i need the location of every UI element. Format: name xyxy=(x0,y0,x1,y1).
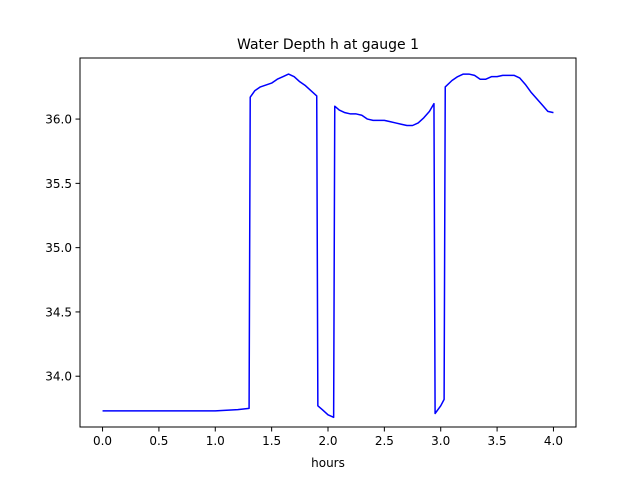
x-tick-label: 0.5 xyxy=(149,434,168,448)
x-tick-label: 2.0 xyxy=(318,434,337,448)
x-tick-label: 4.0 xyxy=(544,434,563,448)
axes: 0.0 0.5 1.0 1.5 2.0 2.5 3.0 3.5 4.0 34.0 34.5 35.0 3… xyxy=(45,57,577,448)
chart-title: Water Depth h at gauge 1 xyxy=(237,37,419,53)
y-tick-label: 34.5 xyxy=(45,305,72,319)
x-tick-label: 0.0 xyxy=(93,434,112,448)
x-tick-label: 1.0 xyxy=(206,434,225,448)
x-axis-label: hours xyxy=(311,456,345,470)
x-tick-label: 1.5 xyxy=(262,434,281,448)
x-tick-label: 2.5 xyxy=(375,434,394,448)
y-tick-label: 34.0 xyxy=(45,370,72,384)
series-line-0 xyxy=(102,73,554,419)
y-tick-label: 35.0 xyxy=(45,241,72,255)
x-tick-label: 3.5 xyxy=(488,434,507,448)
y-tick-label: 36.0 xyxy=(45,113,72,127)
x-tick-label: 3.0 xyxy=(431,434,450,448)
plot-area xyxy=(102,73,554,419)
y-tick-label: 35.5 xyxy=(45,177,72,191)
